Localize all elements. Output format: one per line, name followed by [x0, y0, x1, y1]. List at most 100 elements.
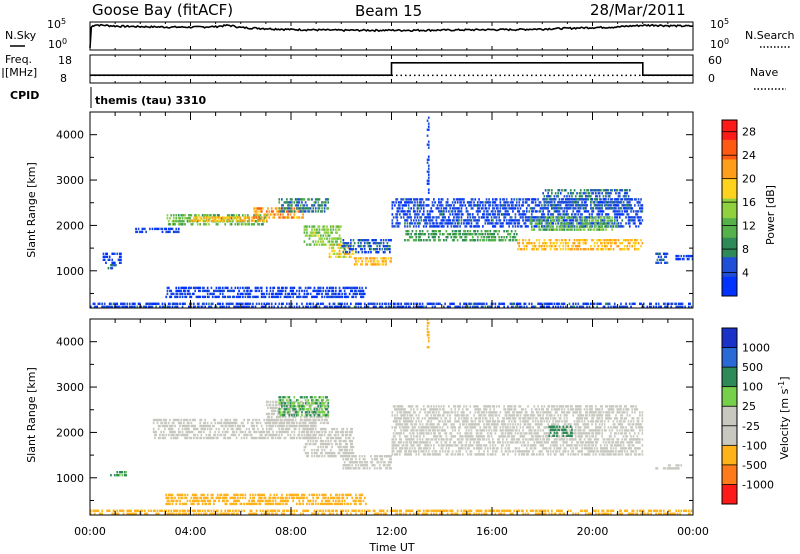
range-cell — [235, 436, 238, 440]
range-cell — [620, 222, 622, 225]
range-cell — [284, 295, 287, 299]
range-cell — [279, 403, 282, 407]
range-cell — [546, 245, 548, 248]
range-cell — [416, 216, 419, 219]
range-cell — [318, 412, 321, 416]
range-cell — [313, 414, 316, 417]
range-cell — [342, 255, 345, 258]
range-cell — [303, 295, 306, 299]
range-cell — [293, 424, 296, 428]
range-cell — [410, 207, 412, 210]
range-cell — [169, 427, 171, 431]
range-cell — [468, 302, 470, 305]
range-cell — [299, 403, 302, 407]
range-cell — [450, 204, 453, 207]
range-cell — [274, 418, 277, 422]
range-cell — [426, 179, 429, 182]
range-cell — [525, 198, 528, 201]
range-cell — [161, 302, 164, 305]
range-cell — [405, 219, 407, 222]
range-cell — [314, 421, 317, 425]
range-cell — [427, 173, 430, 176]
range-cell — [224, 430, 227, 434]
range-cell — [291, 424, 293, 428]
range-cell — [528, 204, 531, 207]
range-cell — [404, 204, 406, 207]
range-cell — [223, 421, 225, 425]
range-cell — [499, 198, 502, 201]
range-cell — [618, 225, 621, 228]
range-cell — [683, 254, 685, 258]
range-cell — [627, 248, 630, 251]
range-cell — [328, 302, 331, 305]
range-cell — [361, 289, 364, 293]
range-cell — [433, 222, 435, 225]
range-cell — [332, 286, 335, 290]
range-cell — [239, 295, 242, 299]
range-cell — [327, 234, 330, 237]
range-cell — [301, 414, 303, 417]
range-cell — [510, 207, 513, 210]
range-cell — [205, 424, 208, 428]
range-cell — [348, 245, 351, 248]
range-cell — [564, 245, 567, 248]
range-cell — [355, 251, 357, 254]
range-cell — [337, 255, 340, 258]
range-cell — [355, 292, 357, 296]
range-cell — [458, 198, 460, 201]
range-cell — [611, 207, 613, 210]
range-cell — [463, 239, 465, 242]
range-cell — [304, 451, 307, 455]
range-cell — [414, 222, 416, 225]
range-cell — [340, 243, 342, 246]
range-cell — [504, 201, 507, 204]
range-cell — [306, 204, 308, 207]
range-cell — [530, 228, 533, 231]
range-cell — [111, 258, 114, 261]
range-cell — [126, 305, 129, 308]
range-cell — [361, 248, 364, 251]
range-cell — [665, 261, 668, 264]
range-cell — [616, 219, 619, 222]
range-cell — [387, 305, 390, 308]
range-cell — [607, 201, 610, 204]
range-cell — [440, 213, 443, 216]
range-cell — [289, 204, 292, 207]
range-cell — [254, 220, 257, 223]
range-cell — [636, 248, 639, 251]
range-cell — [375, 251, 377, 254]
range-cell — [326, 403, 328, 407]
range-cell — [562, 242, 565, 245]
range-cell — [585, 201, 587, 204]
range-cell — [297, 402, 299, 405]
range-cell — [363, 245, 366, 248]
range-cell — [348, 248, 351, 251]
range-cell — [590, 248, 592, 251]
range-cell — [677, 305, 680, 308]
range-cell — [244, 430, 247, 434]
range-cell — [597, 192, 600, 195]
range-cell — [308, 403, 311, 407]
range-cell — [291, 289, 293, 293]
range-cell — [577, 210, 580, 213]
range-cell — [248, 430, 250, 434]
range-cell — [640, 239, 642, 242]
range-cell — [518, 245, 521, 248]
range-cell — [394, 204, 396, 207]
range-cell — [302, 305, 304, 308]
range-cell — [314, 289, 317, 293]
range-cell — [577, 213, 580, 216]
range-cell — [605, 225, 607, 228]
range-cell — [350, 242, 352, 245]
range-cell — [419, 198, 421, 201]
range-cell — [482, 302, 484, 305]
range-cell — [284, 402, 287, 405]
range-cell — [316, 295, 318, 299]
range-cell — [542, 305, 544, 308]
range-cell — [218, 421, 220, 425]
range-cell — [606, 219, 608, 222]
range-cell — [317, 286, 320, 290]
range-cell — [301, 405, 303, 408]
range-cell — [184, 302, 186, 305]
range-cell — [220, 421, 223, 425]
